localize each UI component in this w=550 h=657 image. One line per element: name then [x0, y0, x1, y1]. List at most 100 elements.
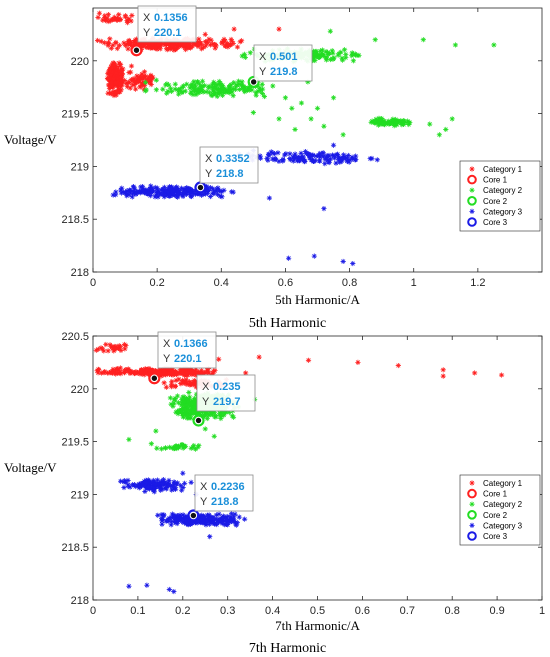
- data-point: [346, 159, 352, 165]
- data-point: [177, 187, 183, 194]
- data-point: [184, 81, 190, 87]
- data-point: [135, 78, 141, 84]
- data-point: [160, 86, 166, 92]
- datatip-y-label: Y: [259, 66, 267, 78]
- data-point: [176, 87, 182, 93]
- data-point: [116, 60, 122, 66]
- data-point: [229, 518, 235, 525]
- data-point: [131, 188, 137, 195]
- data-point: [208, 184, 214, 191]
- data-point: [179, 442, 185, 448]
- data-point: [219, 514, 225, 521]
- data-point: [183, 185, 190, 191]
- data-point: [147, 77, 154, 83]
- data-point: [184, 191, 190, 198]
- data-point: [132, 186, 138, 192]
- data-point: [191, 395, 198, 401]
- data-point: [113, 92, 119, 98]
- data-point: [187, 379, 193, 385]
- data-point: [200, 191, 206, 197]
- data-point: [232, 511, 238, 517]
- data-point: [126, 16, 132, 22]
- data-point: [230, 414, 237, 420]
- data-point: [225, 513, 231, 520]
- data-point: [216, 511, 222, 517]
- data-point: [381, 121, 387, 127]
- data-point: [181, 189, 187, 195]
- data-point: [177, 407, 183, 414]
- data-point: [141, 69, 148, 75]
- data-point: [211, 85, 217, 91]
- data-point: [150, 487, 156, 493]
- data-point: [280, 158, 286, 164]
- data-point: [178, 408, 184, 414]
- data-point: [168, 381, 175, 387]
- data-point: [308, 157, 314, 163]
- data-point: [132, 37, 138, 43]
- data-point: [172, 484, 178, 490]
- data-point: [249, 87, 255, 93]
- data-point: [161, 380, 167, 386]
- data-point: [142, 488, 148, 495]
- data-point: [119, 185, 125, 191]
- data-point: [116, 42, 123, 49]
- data-point: [195, 39, 201, 45]
- data-point: [394, 121, 400, 127]
- x-tick-label: 0.4: [214, 277, 229, 289]
- data-point: [106, 86, 113, 92]
- legend-entry: Category 3: [483, 521, 523, 530]
- data-point: [125, 368, 131, 374]
- data-point: [227, 519, 233, 525]
- data-point: [111, 61, 117, 67]
- data-point: [144, 367, 150, 373]
- data-point: [349, 51, 356, 58]
- core-core-2: [192, 414, 205, 427]
- data-point: [105, 90, 111, 96]
- legend-marker: [467, 510, 477, 520]
- y-tick-label: 219.5: [61, 437, 89, 449]
- data-point: [341, 152, 347, 158]
- data-point: [373, 116, 379, 122]
- data-point: [211, 516, 217, 522]
- data-point: [168, 88, 175, 95]
- data-point: [170, 403, 176, 409]
- data-point: [165, 40, 171, 46]
- data-point: [133, 188, 140, 195]
- data-point: [190, 190, 197, 197]
- data-point: [162, 480, 168, 486]
- data-point: [116, 12, 122, 18]
- data-point: [236, 514, 242, 520]
- data-point: [242, 516, 248, 522]
- x-axis-label: 5th Harmonic/A: [275, 292, 360, 307]
- data-point: [121, 341, 128, 348]
- data-point: [110, 366, 116, 372]
- data-point: [162, 369, 168, 375]
- data-point: [149, 185, 155, 191]
- data-point: [175, 189, 181, 195]
- data-point: [156, 481, 162, 487]
- data-point: [213, 512, 220, 518]
- data-point: [113, 68, 119, 74]
- data-point: [142, 79, 149, 86]
- data-point: [192, 84, 199, 90]
- data-point: [109, 80, 115, 86]
- data-point: [242, 89, 248, 95]
- data-point: [311, 253, 317, 259]
- data-point: [175, 194, 181, 200]
- data-point: [381, 118, 387, 124]
- data-point: [224, 41, 230, 47]
- data-point: [391, 123, 397, 129]
- legend-marker: [469, 522, 475, 528]
- x-tick-label: 0.8: [342, 277, 357, 289]
- data-point: [113, 366, 119, 372]
- data-point: [270, 83, 276, 89]
- data-point: [173, 516, 179, 522]
- data-point: [207, 534, 213, 540]
- data-point: [196, 81, 202, 87]
